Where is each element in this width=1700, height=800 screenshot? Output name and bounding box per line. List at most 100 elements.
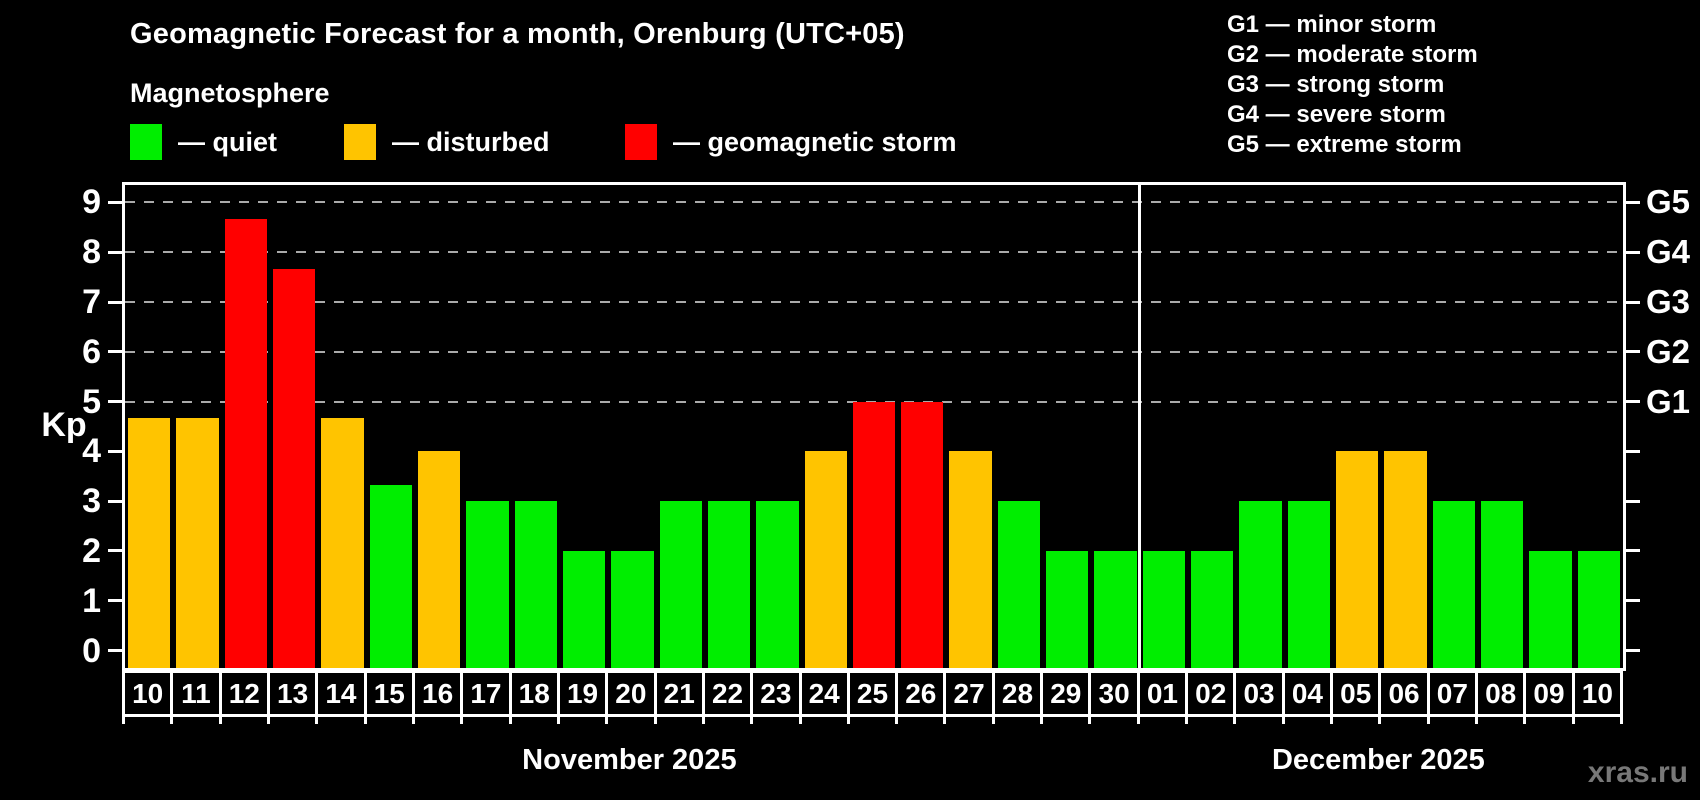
date-cell-22: 22 — [701, 670, 754, 717]
kp-bar-nov-10 — [128, 418, 171, 668]
date-cell-06: 06 — [1378, 670, 1430, 717]
date-cell-23: 23 — [750, 670, 802, 717]
kp-bar-nov-20 — [611, 551, 654, 668]
y-axis-title: Kp — [41, 406, 87, 444]
g-scale-line-3: G3 — strong storm — [1227, 71, 1445, 98]
date-axis-subtick — [895, 717, 899, 724]
kp-bar-nov-13 — [272, 268, 316, 668]
plot-area: 0 1 2 3 4 5 6 7 8 9 G1 G2 G3 G4 G5 — [82, 182, 1690, 671]
watermark: xras.ru — [1587, 756, 1688, 789]
y-axis-tick-right-2 — [1626, 549, 1640, 553]
y-axis-tick-left-9 — [108, 200, 122, 204]
date-axis-subtick — [1426, 717, 1430, 724]
y-axis-tick-left-7 — [108, 300, 122, 304]
y-axis-tick-right-7 — [1626, 300, 1640, 304]
g-scale-line-5: G5 — extreme storm — [1227, 131, 1462, 158]
month-separator-line — [1138, 185, 1142, 668]
date-cell-16: 16 — [411, 670, 464, 717]
kp-bar-nov-15 — [369, 484, 412, 668]
y-axis-tick-left-5 — [108, 400, 122, 404]
kp-bar-nov-21 — [659, 501, 702, 668]
magnetosphere-label: Magnetosphere — [130, 78, 330, 108]
date-cell-24: 24 — [798, 670, 850, 717]
kp-bar-nov-27 — [949, 451, 992, 668]
gridline-kp-6 — [125, 350, 1623, 353]
g-scale-line-2: G2 — moderate storm — [1227, 41, 1478, 68]
y-axis-label-3: 3 — [82, 482, 101, 521]
date-cell-20: 20 — [605, 670, 657, 717]
gridline-kp-7 — [125, 301, 1623, 303]
date-axis-subtick — [1620, 717, 1623, 724]
y-axis-tick-right-0 — [1626, 649, 1640, 653]
g-scale-line-4: G4 — severe storm — [1227, 101, 1446, 128]
date-axis-subtick — [122, 717, 125, 724]
g-scale-line-1: G1 — minor storm — [1227, 11, 1437, 38]
date-cell-19: 19 — [556, 670, 609, 717]
kp-bar-nov-11 — [176, 418, 219, 668]
kp-bar-nov-12 — [224, 218, 267, 668]
kp-bar-nov-25 — [852, 401, 896, 668]
date-axis-subtick — [508, 717, 512, 724]
kp-bar-dec-06 — [1384, 451, 1427, 668]
date-axis-subtick — [1523, 717, 1527, 724]
date-axis-subtick — [1571, 717, 1575, 724]
right-axis-label-g2: G2 — [1646, 332, 1691, 370]
legend-label-disturbed: — disturbed — [392, 126, 550, 157]
y-axis-tick-left-0 — [108, 649, 122, 653]
y-axis-tick-right-5 — [1626, 400, 1640, 404]
date-cell-03: 03 — [1233, 670, 1285, 717]
y-axis-tick-left-8 — [108, 250, 122, 254]
y-axis-tick-right-1 — [1626, 599, 1640, 603]
kp-bar-dec-03 — [1239, 501, 1282, 668]
kp-bar-nov-30 — [1094, 551, 1137, 668]
date-cell-30: 30 — [1088, 670, 1140, 717]
legend-swatch-quiet — [130, 124, 162, 160]
y-axis-label-6: 6 — [82, 332, 101, 371]
y-axis-tick-right-9 — [1626, 200, 1640, 204]
date-cell-14: 14 — [315, 670, 367, 717]
gridline-kp-5 — [125, 400, 1623, 403]
legend-label-quiet: — quiet — [178, 126, 277, 157]
kp-bar-dec-05 — [1336, 451, 1379, 668]
kp-bar-nov-22 — [707, 501, 751, 668]
y-axis-tick-left-3 — [108, 499, 122, 503]
kp-bar-dec-04 — [1287, 501, 1331, 668]
y-axis-tick-left-6 — [108, 350, 122, 354]
date-cell-04: 04 — [1281, 670, 1334, 717]
date-cell-21: 21 — [653, 670, 705, 717]
y-axis-label-0: 0 — [82, 631, 101, 670]
gridline-kp-8 — [125, 251, 1623, 254]
date-cell-28: 28 — [991, 670, 1044, 717]
date-axis-subtick — [266, 717, 270, 724]
date-axis-subtick — [1475, 717, 1479, 724]
y-axis-tick-right-3 — [1626, 499, 1640, 503]
y-axis-tick-left-1 — [108, 599, 122, 603]
kp-bar-nov-18 — [514, 501, 557, 668]
y-axis-label-1: 1 — [82, 581, 101, 620]
kp-bar-nov-28 — [997, 501, 1041, 668]
date-cell-11: 11 — [170, 670, 222, 717]
date-axis-subtick — [1136, 717, 1140, 724]
date-axis-subtick — [846, 717, 850, 724]
date-cell-26: 26 — [895, 670, 947, 717]
date-cell-05: 05 — [1330, 670, 1382, 717]
date-axis-subtick — [798, 717, 802, 724]
kp-bar-dec-02 — [1191, 551, 1234, 668]
date-axis-subtick — [1088, 717, 1092, 724]
month-label-november: November 2025 — [522, 744, 737, 776]
y-axis-label-4: 4 — [82, 432, 101, 471]
date-cell-13: 13 — [266, 670, 319, 717]
kp-bar-nov-19 — [562, 551, 606, 668]
date-axis-subtick — [991, 717, 995, 724]
kp-bar-nov-23 — [756, 501, 799, 668]
date-cell-27: 27 — [943, 670, 995, 717]
y-axis-tick-right-6 — [1626, 350, 1640, 354]
date-cell-25: 25 — [846, 670, 899, 717]
date-cell-29: 29 — [1040, 670, 1092, 717]
kp-bar-nov-16 — [417, 451, 461, 668]
date-axis-subtick — [943, 717, 947, 724]
y-axis-label-5: 5 — [82, 382, 101, 421]
right-axis-label-g1: G1 — [1646, 382, 1691, 420]
date-axis-subtick — [653, 717, 657, 724]
